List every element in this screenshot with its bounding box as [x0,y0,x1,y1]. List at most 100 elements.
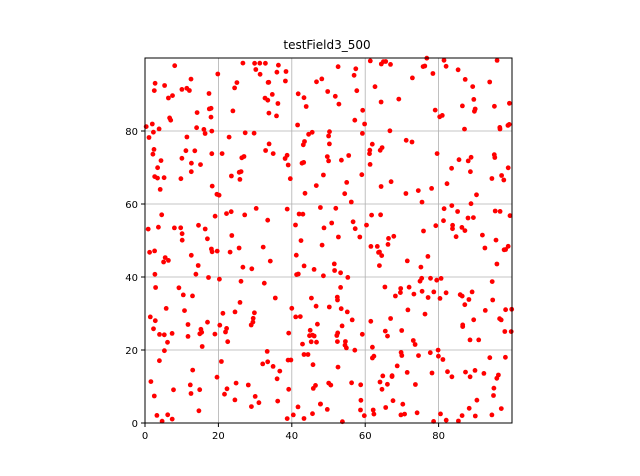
data-point [399,353,405,358]
data-point [416,353,421,358]
data-point [178,225,184,231]
data-point [236,169,242,175]
data-point [372,84,378,90]
data-point [283,78,288,84]
data-point [487,355,493,361]
data-point [266,141,272,147]
data-point [489,412,495,418]
data-point [286,386,292,392]
data-point [157,332,162,337]
data-point [300,211,306,217]
data-point [179,87,185,92]
data-point [343,339,348,344]
data-point [377,379,383,385]
data-point [388,62,393,67]
data-point [224,326,230,331]
data-point [482,308,488,313]
data-point [421,228,426,234]
data-point [188,252,194,258]
data-point [242,212,248,218]
data-point [151,393,157,399]
data-point [156,224,161,230]
data-point [394,363,400,369]
y-tick-label: 20 [125,346,138,357]
data-point [179,155,185,161]
data-point [494,261,500,267]
data-point [187,88,192,93]
data-point [248,322,254,328]
data-point [303,104,309,109]
data-point [234,80,240,85]
data-point [214,374,220,380]
data-point [445,369,450,375]
data-point [283,69,289,74]
data-point [219,359,224,364]
data-point [274,69,280,75]
data-point [441,57,447,63]
data-point [238,278,244,284]
data-point [349,380,354,386]
data-point [318,401,323,407]
data-point [370,344,375,350]
data-point [398,412,404,418]
data-point [358,382,364,388]
data-point [425,295,431,300]
data-point [349,317,355,323]
data-point [293,314,299,320]
data-point [236,245,242,251]
data-point [314,79,319,85]
data-point [358,407,363,413]
data-point [505,243,511,249]
data-point [245,382,251,388]
data-point [188,76,194,82]
data-point [202,131,208,136]
data-point [285,357,291,363]
data-point [422,311,428,317]
data-point [301,416,307,421]
data-point [393,293,398,299]
data-point [335,64,341,70]
data-point [212,213,218,219]
data-point [313,303,319,309]
data-point [437,114,443,120]
data-point [462,77,468,82]
data-point [387,128,393,134]
data-point [361,413,367,419]
data-point [487,79,493,85]
data-point [462,228,468,234]
data-point [232,397,238,403]
data-point [334,333,340,338]
data-point [385,242,391,247]
data-point [170,93,175,98]
data-point [321,225,327,231]
data-point [383,405,389,410]
data-point [289,305,295,311]
data-point [176,285,182,291]
data-point [182,308,187,313]
data-point [449,165,454,171]
data-point [313,183,319,189]
data-point [193,271,199,277]
data-point [342,191,348,197]
data-point [327,129,332,135]
data-point [437,296,443,301]
data-point [338,270,343,276]
data-point [229,233,235,238]
data-point [378,99,384,105]
data-point [468,154,474,160]
data-point [468,169,473,175]
data-point [233,380,239,386]
data-point [419,288,425,294]
data-point [382,328,388,334]
data-point [277,368,283,374]
data-point [358,397,364,403]
data-point [326,304,332,310]
data-point [199,329,205,335]
x-tick-label: 60 [359,431,372,442]
data-point [237,177,243,182]
data-point [390,398,396,404]
data-point [208,114,214,120]
data-point [489,176,495,181]
data-point [326,158,331,164]
